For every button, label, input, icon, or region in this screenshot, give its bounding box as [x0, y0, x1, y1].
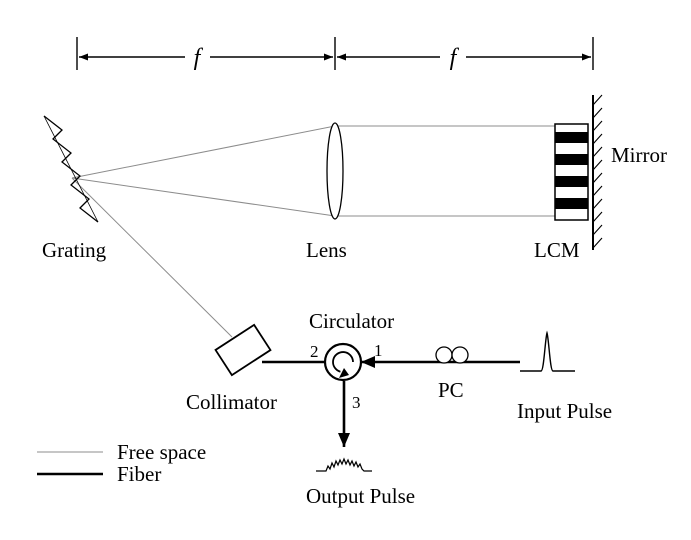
beam-grating-to-lens-top — [71, 125, 336, 179]
lcm-stripe — [555, 154, 588, 165]
pc-loop-left — [435, 346, 453, 364]
circulator-label: Circulator — [309, 309, 394, 333]
grating-label: Grating — [42, 238, 107, 262]
legend-fiber-label: Fiber — [117, 462, 161, 486]
lcm-stripe — [555, 198, 588, 209]
circulator-outer — [323, 342, 363, 382]
lcm-stripe — [555, 132, 588, 143]
mirror — [592, 94, 603, 250]
output-pulse-waveform — [316, 457, 372, 472]
circulator-rotation-arrowhead — [339, 368, 349, 378]
lens-label: Lens — [306, 238, 347, 262]
legend-free-space-label: Free space — [117, 440, 206, 464]
mirror-hatching — [592, 94, 603, 249]
input-pulse-waveform — [520, 330, 575, 372]
polarization-controller — [435, 346, 469, 364]
grating-base — [43, 115, 99, 223]
focal-length-label-1: f — [194, 45, 204, 71]
lcm-stripe — [555, 176, 588, 187]
mirror-label: Mirror — [611, 143, 667, 167]
collimator-label: Collimator — [186, 390, 277, 414]
port-1-label: 1 — [374, 341, 383, 360]
lcm-label: LCM — [534, 238, 580, 262]
circulator — [323, 342, 363, 382]
focal-length-dimensions: f f — [76, 37, 594, 71]
focal-length-label-2: f — [450, 45, 460, 71]
grating — [43, 115, 99, 223]
beam-grating-to-lens-bottom — [71, 177, 336, 217]
collimator-body — [214, 323, 272, 377]
lens-shape — [326, 122, 344, 220]
port-3-label: 3 — [352, 393, 361, 412]
input-pulse-label: Input Pulse — [517, 399, 612, 423]
port-2-label: 2 — [310, 342, 319, 361]
circulator-rotation-arc — [332, 351, 354, 373]
legend: Free space Fiber — [37, 440, 206, 486]
free-space-beams — [71, 125, 555, 338]
lcm — [554, 123, 589, 221]
beam-grating-to-collimator — [71, 177, 233, 338]
pc-label: PC — [438, 378, 464, 402]
output-pulse-label: Output Pulse — [306, 484, 415, 508]
pc-loop-right — [451, 346, 469, 364]
fiber-paths — [262, 356, 520, 447]
